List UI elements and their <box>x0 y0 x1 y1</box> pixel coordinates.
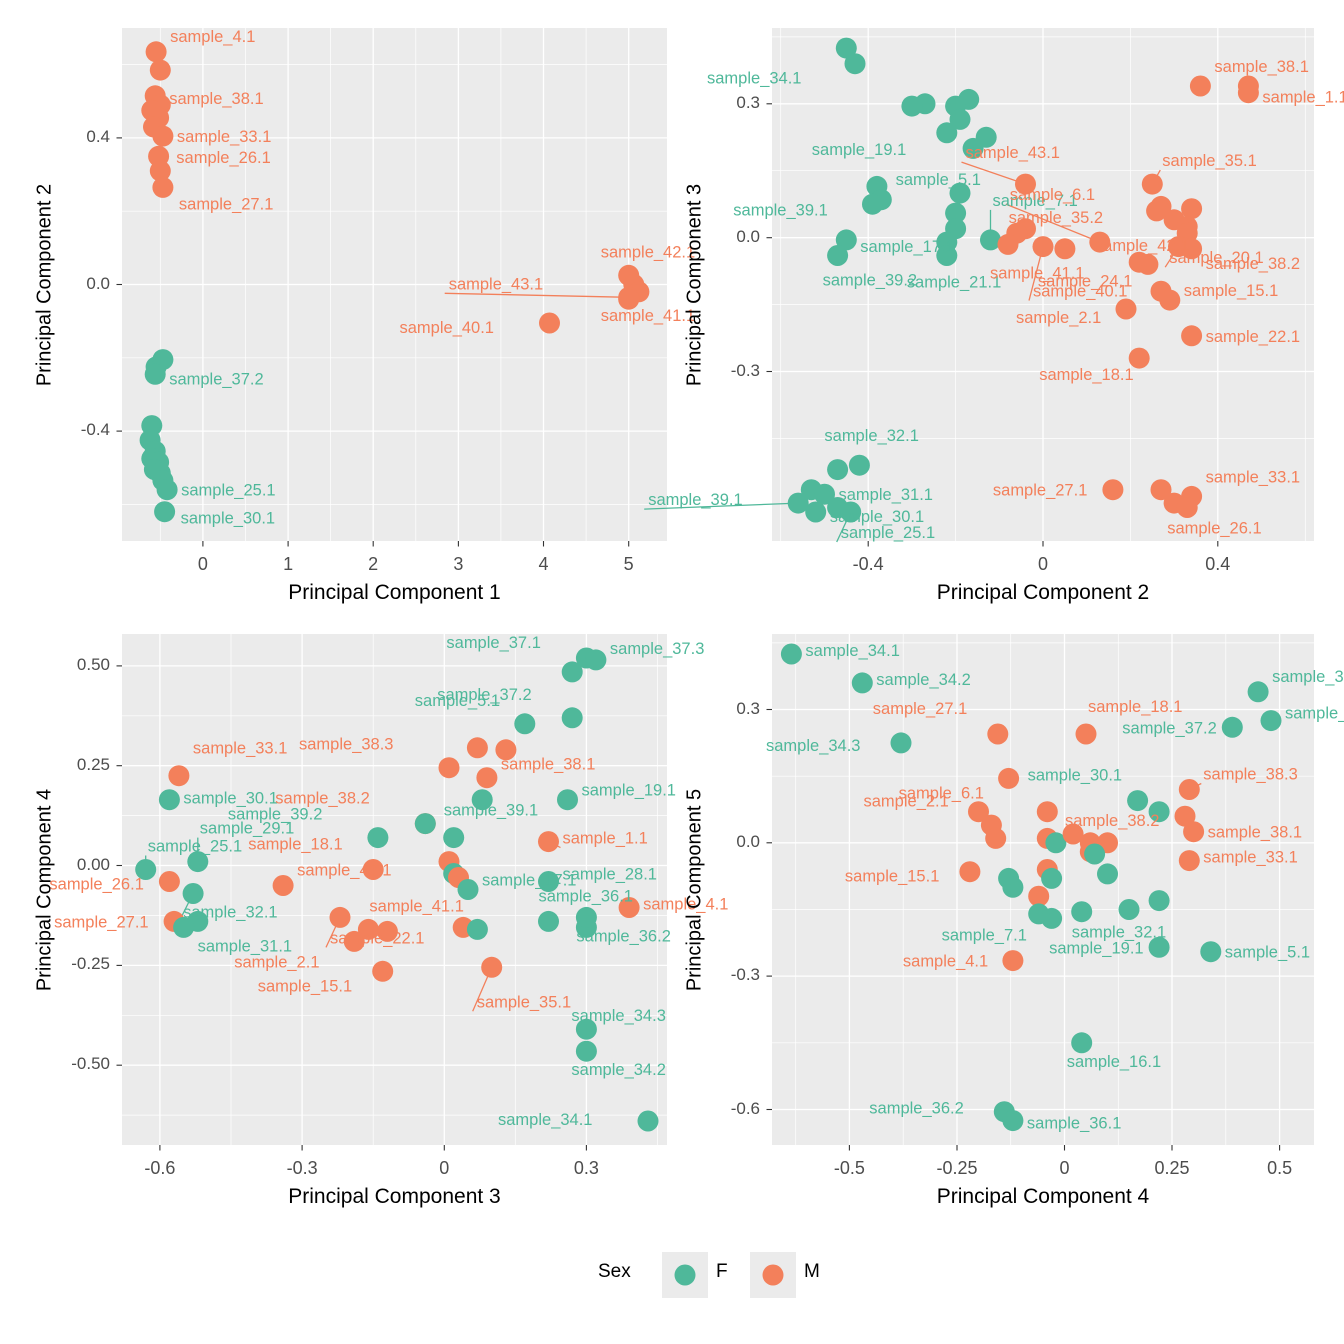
svg-text:sample_34.1: sample_34.1 <box>805 642 899 660</box>
svg-text:sample_34.2: sample_34.2 <box>876 671 970 689</box>
svg-text:sample_27.1: sample_27.1 <box>873 700 967 718</box>
svg-text:sample_37.3: sample_37.3 <box>1285 705 1344 723</box>
svg-text:sample_37.1: sample_37.1 <box>1272 668 1344 686</box>
svg-text:sample_7.1: sample_7.1 <box>942 926 1027 944</box>
svg-text:sample_33.1: sample_33.1 <box>1203 849 1297 867</box>
svg-text:sample_16.1: sample_16.1 <box>1067 1053 1161 1071</box>
svg-text:sample_15.1: sample_15.1 <box>845 868 939 886</box>
svg-text:sample_38.1: sample_38.1 <box>1208 824 1302 842</box>
svg-text:sample_36.1: sample_36.1 <box>1027 1115 1121 1133</box>
svg-text:sample_38.2: sample_38.2 <box>1065 812 1159 830</box>
svg-text:sample_34.3: sample_34.3 <box>766 737 860 755</box>
svg-text:sample_19.1: sample_19.1 <box>1049 939 1143 957</box>
svg-text:sample_30.1: sample_30.1 <box>1028 767 1122 785</box>
svg-text:sample_38.3: sample_38.3 <box>1203 766 1297 784</box>
svg-text:sample_36.2: sample_36.2 <box>869 1100 963 1118</box>
svg-text:sample_18.1: sample_18.1 <box>1088 698 1182 716</box>
svg-text:sample_37.2: sample_37.2 <box>1122 719 1216 737</box>
svg-text:sample_5.1: sample_5.1 <box>1225 944 1310 962</box>
svg-text:sample_4.1: sample_4.1 <box>903 953 988 971</box>
svg-text:sample_2.1: sample_2.1 <box>864 793 949 811</box>
